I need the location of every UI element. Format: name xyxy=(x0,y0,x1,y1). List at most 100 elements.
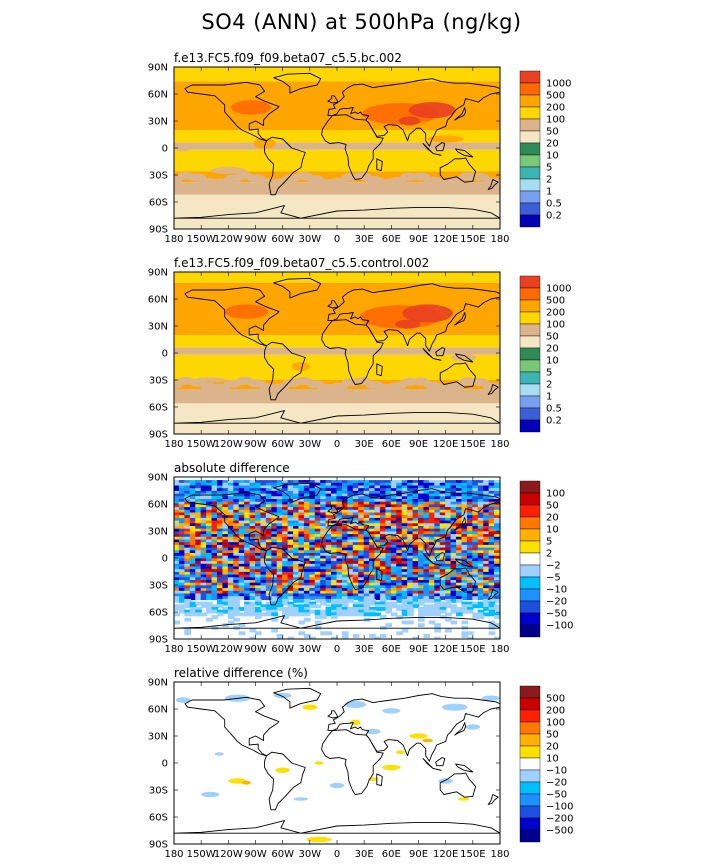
contour-patch xyxy=(265,555,273,560)
contour-patch xyxy=(276,596,284,601)
contour-patch xyxy=(401,504,409,509)
contour-patch xyxy=(320,585,327,590)
contour-patch xyxy=(195,563,202,568)
contour-patch xyxy=(309,526,316,530)
contour-patch xyxy=(298,585,306,590)
contour-patch xyxy=(401,531,409,536)
contour-patch xyxy=(287,596,295,601)
contour-patch xyxy=(282,607,289,611)
contour-patch xyxy=(271,558,278,563)
contour-patch xyxy=(178,509,186,514)
contour-patch xyxy=(265,544,273,549)
contour-patch xyxy=(434,609,441,614)
contour-patch xyxy=(293,515,300,520)
contour-patch xyxy=(309,580,316,584)
contour-patch xyxy=(472,585,479,590)
contour-patch xyxy=(401,509,409,514)
contour-patch xyxy=(255,566,262,571)
contour-patch xyxy=(494,547,500,552)
contour-patch xyxy=(189,566,197,571)
contour-patch xyxy=(238,482,246,487)
contour-patch xyxy=(428,536,436,541)
colorbar-swatch xyxy=(519,564,541,578)
contour-patch xyxy=(200,504,208,509)
contour-patch xyxy=(412,593,420,598)
contour-patch xyxy=(178,482,186,487)
contour-patch xyxy=(423,580,431,584)
contour-patch xyxy=(472,593,479,598)
contour-patch xyxy=(347,609,354,614)
contour-patch xyxy=(461,580,469,584)
contour-patch xyxy=(477,593,485,598)
contour-patch xyxy=(276,607,284,611)
contour-patch xyxy=(249,542,257,547)
contour-patch xyxy=(385,520,393,525)
colorbar-swatch xyxy=(519,166,541,180)
contour-patch xyxy=(293,528,300,533)
contour-patch xyxy=(461,550,469,555)
contour-patch xyxy=(174,531,181,536)
contour-patch xyxy=(379,517,387,522)
contour-patch xyxy=(336,607,344,611)
contour-patch xyxy=(331,585,338,590)
contour-patch xyxy=(331,588,338,592)
contour-patch xyxy=(331,609,338,614)
contour-patch xyxy=(249,609,257,614)
contour-patch xyxy=(418,598,425,603)
contour-patch xyxy=(461,604,469,609)
contour-patch xyxy=(325,593,333,598)
contour-patch xyxy=(195,523,202,528)
contour-patch xyxy=(298,590,306,595)
contour-patch xyxy=(325,553,333,557)
contour-patch xyxy=(477,582,485,587)
y-tick-label: 60N xyxy=(148,295,168,306)
contour-patch xyxy=(428,607,436,611)
contour-patch xyxy=(401,555,409,560)
contour-patch xyxy=(396,542,403,547)
contour-patch xyxy=(358,585,365,590)
contour-patch xyxy=(276,517,284,522)
contour-patch xyxy=(174,490,181,495)
contour-patch xyxy=(379,563,387,568)
contour-patch xyxy=(265,588,273,592)
contour-patch xyxy=(336,604,344,609)
contour-patch xyxy=(396,607,403,611)
contour-patch xyxy=(418,517,425,522)
contour-patch xyxy=(249,590,257,595)
contour-patch xyxy=(195,593,202,598)
contour-patch xyxy=(211,553,219,557)
contour-patch xyxy=(287,574,295,579)
contour-patch xyxy=(227,577,235,582)
zonal-band xyxy=(174,272,500,283)
contour-patch xyxy=(472,534,479,538)
colorbar-label: 0.2 xyxy=(546,416,562,427)
contour-patch xyxy=(418,531,425,536)
contour-patch xyxy=(227,561,235,565)
contour-patch xyxy=(233,571,240,576)
contour-patch xyxy=(249,561,257,565)
contour-patch xyxy=(325,482,333,487)
contour-patch xyxy=(466,609,474,614)
contour-patch xyxy=(347,544,354,549)
contour-patch xyxy=(412,528,420,533)
contour-patch xyxy=(227,501,235,506)
contour-patch xyxy=(184,499,191,503)
contour-patch xyxy=(211,571,219,576)
contour-patch xyxy=(439,504,447,509)
contour-patch xyxy=(456,528,463,533)
contour-patch xyxy=(276,485,284,490)
contour-patch xyxy=(363,563,371,568)
colorbar-label: 500 xyxy=(546,91,565,102)
x-tick-label: 0 xyxy=(334,644,340,655)
contour-patch xyxy=(244,517,251,522)
contour-patch xyxy=(369,499,376,503)
x-tick-label: 120W xyxy=(214,234,243,245)
contour-patch xyxy=(216,490,224,495)
contour-patch xyxy=(238,585,246,590)
contour-patch xyxy=(265,512,273,517)
contour-patch xyxy=(341,590,349,595)
contour-patch xyxy=(276,582,284,587)
contour-patch xyxy=(363,485,371,490)
contour-patch xyxy=(369,523,376,528)
contour-patch xyxy=(255,588,262,592)
